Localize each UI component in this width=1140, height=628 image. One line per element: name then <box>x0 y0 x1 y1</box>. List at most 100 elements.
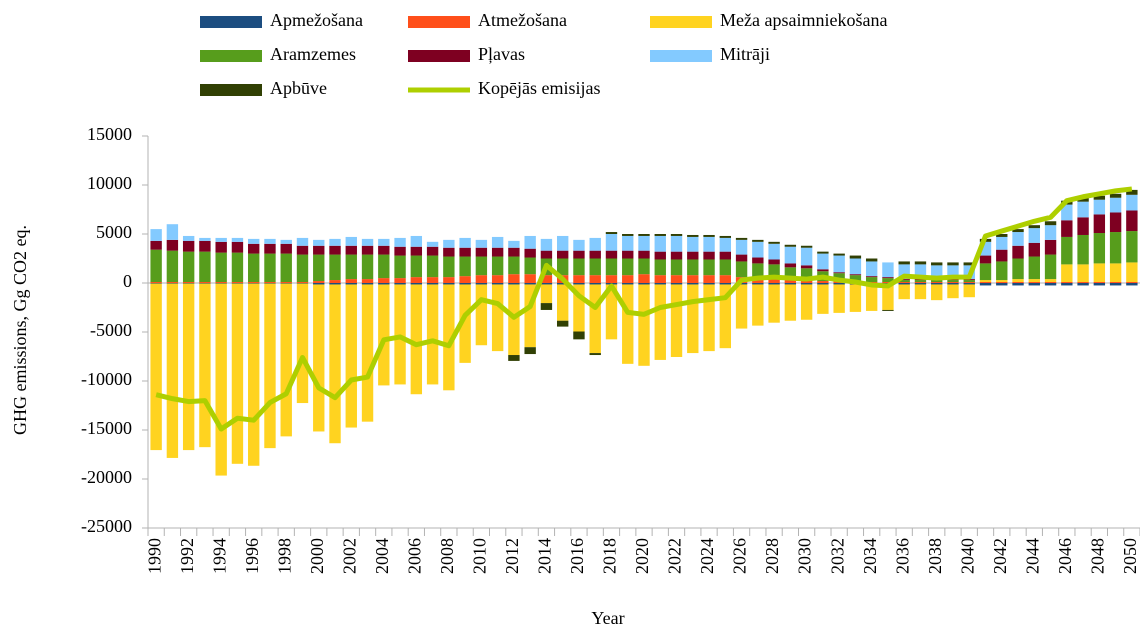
bar-segment <box>329 254 341 281</box>
bar-segment <box>1028 256 1040 280</box>
y-tick-label: 0 <box>123 271 132 291</box>
y-tick-label: -5000 <box>90 320 132 340</box>
bar-segment <box>833 283 845 285</box>
bar-segment <box>1126 282 1138 283</box>
bar-segment <box>182 240 195 252</box>
bar-segment <box>459 283 471 285</box>
bar-segment <box>719 283 732 285</box>
bar-segment <box>589 283 601 285</box>
x-tick-label: 2004 <box>372 538 392 574</box>
bar-segment <box>963 284 975 298</box>
bar-segment <box>882 309 894 311</box>
bar-segment <box>589 275 601 283</box>
bar-segment <box>394 283 406 285</box>
bar-segment <box>1012 258 1024 280</box>
bar-segment <box>313 284 325 432</box>
x-tick-label: 2028 <box>762 538 782 574</box>
bar-segment <box>313 254 325 282</box>
bar-segment <box>1109 263 1122 283</box>
bar-segment <box>605 234 618 251</box>
bar-segment <box>556 283 569 285</box>
bar-segment <box>1028 279 1040 283</box>
bar-segment <box>182 235 195 241</box>
bar-segment <box>524 347 536 355</box>
bar-segment <box>784 244 797 247</box>
bar-segment <box>996 249 1008 262</box>
bar-segment <box>524 248 536 258</box>
bar-segment <box>345 284 357 428</box>
y-tick-label: -25000 <box>81 516 132 536</box>
bar-segment <box>882 284 894 310</box>
bar-segment <box>963 262 975 266</box>
bar-segment <box>703 283 715 285</box>
bar-segment <box>508 283 520 285</box>
bar-segment <box>1044 254 1057 280</box>
bar-segment <box>605 284 618 340</box>
x-tick-label: 1994 <box>209 538 229 574</box>
bar-segment <box>215 237 227 242</box>
bar-segment <box>1012 279 1024 283</box>
bar-segment <box>654 235 666 252</box>
bar-segment <box>426 283 439 285</box>
bar-segment <box>443 283 455 285</box>
bar-segment <box>394 255 406 279</box>
bar-segment <box>573 258 585 276</box>
bar-segment <box>833 272 845 274</box>
x-tick-label: 2038 <box>925 538 945 574</box>
legend-swatch <box>200 16 262 28</box>
bar-segment <box>573 283 585 285</box>
bar-segment <box>898 264 910 280</box>
bar-segment <box>996 236 1008 250</box>
bar-segment <box>1093 199 1106 215</box>
bar-segment <box>914 283 927 285</box>
bar-segment <box>914 264 927 280</box>
bar-segment <box>996 283 1008 286</box>
total-line <box>155 186 1133 432</box>
bar-segment <box>296 254 309 283</box>
bar-segment <box>654 234 666 236</box>
bar-segment <box>199 283 211 448</box>
bar-segment <box>979 241 992 256</box>
bar-segment <box>589 258 601 276</box>
bar-segment <box>882 278 894 283</box>
bar-segment <box>931 265 943 280</box>
bar-segment <box>719 235 732 238</box>
bar-segment <box>524 257 536 275</box>
bar-segment <box>849 284 862 312</box>
bar-segment <box>979 283 992 286</box>
bar-segment <box>605 258 618 276</box>
bar-segment <box>1044 279 1057 283</box>
bar-segment <box>556 258 569 276</box>
legend-swatch <box>408 50 470 62</box>
bar-segment <box>361 254 374 280</box>
bar-segment <box>703 251 715 260</box>
bar-segment <box>800 283 813 285</box>
bar-segment <box>800 245 813 248</box>
bar-segment <box>622 284 634 364</box>
bar-segment <box>540 238 553 251</box>
bar-segment <box>996 280 1008 283</box>
bar-segment <box>703 234 715 237</box>
x-tick-label: 2044 <box>1022 538 1042 574</box>
bar-segment <box>1061 282 1073 283</box>
bar-segment <box>638 258 650 275</box>
x-tick-label: 2048 <box>1087 538 1107 574</box>
bar-segment <box>833 253 845 256</box>
legend-swatch <box>650 16 712 28</box>
bar-segment <box>1109 212 1122 233</box>
bar-segment <box>1126 210 1138 232</box>
bar-segment <box>1012 245 1024 259</box>
bar-segment <box>231 241 244 253</box>
bar-segment <box>231 283 244 464</box>
bar-segment <box>687 275 699 283</box>
bar-segment <box>1012 229 1024 233</box>
bar-segment <box>947 282 959 283</box>
bar-segment <box>1012 282 1024 283</box>
bar-segment <box>264 238 276 244</box>
bar-segment <box>768 279 780 283</box>
bar-segment <box>914 284 927 300</box>
bar-segment <box>817 283 829 285</box>
bar-segment <box>410 277 423 283</box>
x-tick-label: 1998 <box>274 538 294 574</box>
bar-segment <box>345 245 357 255</box>
